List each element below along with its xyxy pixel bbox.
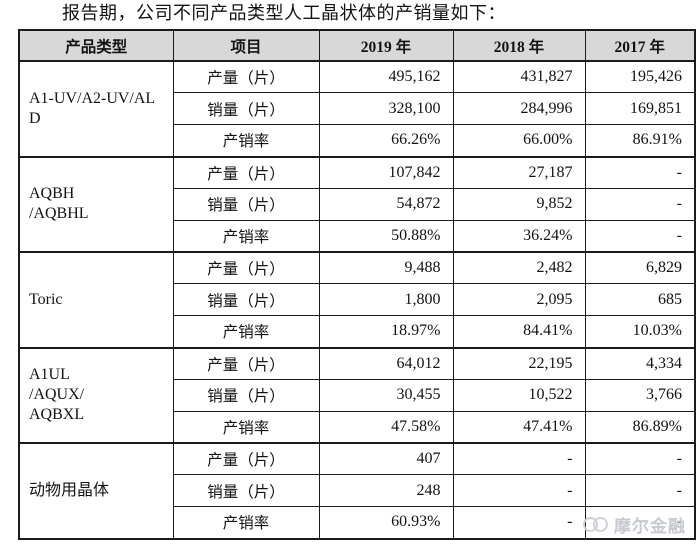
table-row: 销量（片） 1,800 2,095 685	[19, 283, 696, 317]
table-row: A1UL /AQUX/ AQBXL 产量（片） 64,012 22,195 4,…	[18, 346, 696, 444]
col-header-2019: 2019 年	[318, 29, 454, 62]
value-cell-2019: 328,100	[318, 92, 454, 126]
value-cell-2017: 685	[584, 283, 696, 317]
value-cell-2018: 431,827	[452, 60, 586, 94]
value-cell-2018: 66.00%	[452, 124, 586, 158]
production-sales-table: 产品类型 项目 2019 年 2018 年 2017 年 A1-UV/A2-UV…	[18, 29, 696, 540]
product-type-cell: 动物用晶体	[18, 442, 174, 540]
table-row: AQBH /AQBHL 产量（片） 107,842 27,187 -	[18, 155, 696, 253]
metric-label-cell: 销量（片）	[172, 92, 320, 126]
metric-label-cell: 产销率	[172, 410, 320, 444]
value-cell-2018: 10,522	[452, 378, 586, 412]
value-cell-2017: 6,829	[584, 251, 696, 285]
value-cell-2017: -	[584, 474, 696, 508]
value-cell-2018: 22,195	[452, 346, 586, 380]
value-cell-2018: 84.41%	[452, 315, 586, 349]
value-cell-2018: -	[452, 442, 586, 476]
value-cell-2019: 60.93%	[318, 506, 454, 540]
col-header-item: 项目	[172, 29, 320, 62]
value-cell-2019: 47.58%	[318, 410, 454, 444]
product-type-cell: A1UL /AQUX/ AQBXL	[18, 346, 174, 444]
value-cell-2019: 66.26%	[318, 124, 454, 158]
value-cell-2019: 1,800	[318, 283, 454, 317]
value-cell-2017: 10.03%	[584, 315, 696, 349]
table-row: 产销率 60.93% - -	[19, 506, 696, 540]
table-row: 产销率 47.58% 47.41% 86.89%	[19, 410, 696, 444]
value-cell-2019: 54,872	[318, 187, 454, 221]
table-row: 销量（片） 248 - -	[19, 474, 696, 508]
metric-label-cell: 销量（片）	[172, 474, 320, 508]
metric-label-cell: 产销率	[172, 124, 320, 158]
table-row: 产销率 18.97% 84.41% 10.03%	[19, 315, 696, 349]
metric-label-cell: 产销率	[172, 315, 320, 349]
value-cell-2018: 36.24%	[452, 219, 586, 253]
metric-label-cell: 产量（片）	[172, 442, 320, 476]
table-row: 销量（片） 328,100 284,996 169,851	[19, 92, 696, 126]
metric-label-cell: 销量（片）	[172, 378, 320, 412]
value-cell-2019: 18.97%	[318, 315, 454, 349]
value-cell-2017: -	[584, 442, 696, 476]
value-cell-2017: 4,334	[584, 346, 696, 380]
value-cell-2019: 9,488	[318, 251, 454, 285]
value-cell-2017: 86.91%	[584, 124, 696, 158]
value-cell-2018: 27,187	[452, 155, 586, 189]
table-row: Toric 产量（片） 9,488 2,482 6,829	[18, 251, 696, 349]
value-cell-2019: 107,842	[318, 155, 454, 189]
metric-label-cell: 产量（片）	[172, 251, 320, 285]
value-cell-2017: -	[584, 187, 696, 221]
watermark: 摩尔金融	[583, 512, 686, 537]
value-cell-2017: 169,851	[584, 92, 696, 126]
table-header-row: 产品类型 项目 2019 年 2018 年 2017 年	[18, 29, 696, 62]
value-cell-2019: 248	[318, 474, 454, 508]
value-cell-2018: -	[452, 474, 586, 508]
product-type-cell: Toric	[18, 251, 174, 349]
col-header-2018: 2018 年	[452, 29, 586, 62]
metric-label-cell: 产量（片）	[172, 60, 320, 94]
col-header-product-type: 产品类型	[18, 29, 174, 62]
value-cell-2017: -	[584, 155, 696, 189]
value-cell-2019: 30,455	[318, 378, 454, 412]
value-cell-2019: 495,162	[318, 60, 454, 94]
value-cell-2018: 9,852	[452, 187, 586, 221]
value-cell-2018: -	[452, 506, 586, 540]
product-type-cell: A1-UV/A2-UV/AL D	[18, 60, 174, 158]
table-row: 动物用晶体 产量（片） 407 - -	[18, 442, 696, 540]
watermark-text: 摩尔金融	[614, 517, 686, 536]
metric-label-cell: 产量（片）	[172, 155, 320, 189]
table-row: 产销率 66.26% 66.00% 86.91%	[19, 124, 696, 158]
value-cell-2017: -	[584, 219, 696, 253]
value-cell-2018: 2,482	[452, 251, 586, 285]
metric-label-cell: 销量（片）	[172, 187, 320, 221]
value-cell-2017: 86.89%	[584, 410, 696, 444]
value-cell-2019: 64,012	[318, 346, 454, 380]
table-row: 销量（片） 54,872 9,852 -	[19, 187, 696, 221]
value-cell-2018: 2,095	[452, 283, 586, 317]
value-cell-2017: 195,426	[584, 60, 696, 94]
value-cell-2019: 407	[318, 442, 454, 476]
metric-label-cell: 产量（片）	[172, 346, 320, 380]
section-intro-text: 报告期，公司不同产品类型人工晶状体的产销量如下：	[62, 3, 506, 23]
col-header-2017: 2017 年	[584, 29, 696, 62]
value-cell-2018: 47.41%	[452, 410, 586, 444]
metric-label-cell: 产销率	[172, 219, 320, 253]
table-row: A1-UV/A2-UV/AL D 产量（片） 495,162 431,827 1…	[18, 60, 696, 158]
product-type-cell: AQBH /AQBHL	[18, 155, 174, 253]
value-cell-2019: 50.88%	[318, 219, 454, 253]
value-cell-2017: 3,766	[584, 378, 696, 412]
watermark-logo-icon	[593, 517, 608, 532]
value-cell-2018: 284,996	[452, 92, 586, 126]
metric-label-cell: 销量（片）	[172, 283, 320, 317]
metric-label-cell: 产销率	[172, 506, 320, 540]
